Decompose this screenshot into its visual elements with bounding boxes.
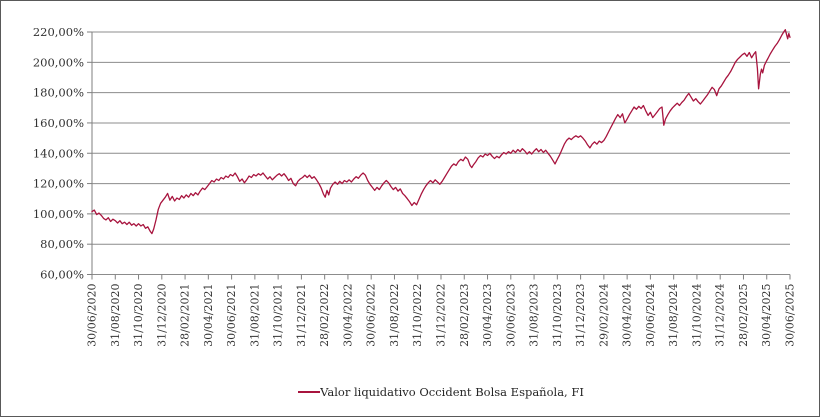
- y-tick-label: 100,00%: [33, 207, 84, 221]
- x-tick-label: 30/06/2024: [644, 284, 657, 347]
- x-tick-label: 30/06/2025: [784, 284, 797, 347]
- y-tick-label: 220,00%: [33, 25, 84, 39]
- x-tick-label: 31/10/2020: [132, 284, 145, 347]
- x-tick-label: 31/08/2022: [388, 284, 401, 347]
- x-tick-label: 30/06/2021: [225, 284, 238, 347]
- x-tick-label: 28/02/2022: [318, 284, 331, 347]
- legend-series-label: Valor liquidativo Occident Bolsa Español…: [320, 385, 584, 399]
- x-tick-label: 31/10/2021: [272, 284, 285, 347]
- x-tick-label: 30/04/2022: [341, 284, 354, 347]
- y-tick-label: 60,00%: [40, 268, 84, 282]
- x-tick-label: 29/02/2024: [597, 284, 610, 347]
- y-tick-label: 180,00%: [33, 86, 84, 100]
- nav-series-line: [91, 29, 791, 235]
- x-tick-label: 31/12/2022: [435, 284, 448, 347]
- y-tick-label: 160,00%: [33, 116, 84, 130]
- x-tick-label: 31/08/2020: [109, 284, 122, 347]
- x-tick-label: 31/08/2024: [667, 284, 680, 347]
- y-tick-label: 80,00%: [40, 237, 84, 251]
- x-tick-label: 31/10/2024: [690, 284, 703, 347]
- x-tick-label: 31/10/2022: [411, 284, 424, 347]
- x-tick-label: 31/10/2023: [551, 284, 564, 347]
- x-tick-label: 30/04/2021: [202, 284, 215, 347]
- y-tick-label: 200,00%: [33, 55, 84, 69]
- x-tick-label: 30/04/2025: [760, 284, 773, 347]
- x-tick-label: 31/12/2023: [574, 284, 587, 347]
- x-tick-label: 30/04/2023: [481, 284, 494, 347]
- chart-legend: Valor liquidativo Occident Bolsa Español…: [92, 384, 790, 400]
- x-tick-label: 30/06/2020: [86, 284, 99, 347]
- x-tick-label: 31/12/2020: [155, 284, 168, 347]
- x-tick-label: 28/02/2023: [458, 284, 471, 347]
- x-tick-label: 30/06/2022: [365, 284, 378, 347]
- x-tick-label: 31/12/2021: [295, 284, 308, 347]
- x-tick-label: 30/04/2024: [621, 284, 634, 347]
- legend-line-marker: [298, 391, 321, 393]
- x-tick-label: 31/08/2021: [248, 284, 261, 347]
- y-tick-label: 120,00%: [33, 177, 84, 191]
- x-tick-label: 28/02/2021: [179, 284, 192, 347]
- y-tick-label: 140,00%: [33, 146, 84, 160]
- x-tick-label: 31/12/2024: [714, 284, 727, 347]
- x-tick-label: 31/08/2023: [528, 284, 541, 347]
- x-tick-label: 30/06/2023: [504, 284, 517, 347]
- x-tick-label: 28/02/2025: [737, 284, 750, 347]
